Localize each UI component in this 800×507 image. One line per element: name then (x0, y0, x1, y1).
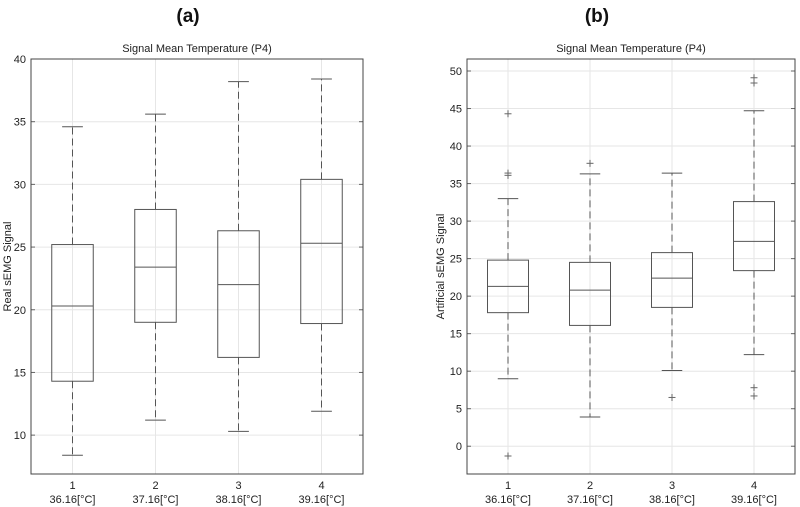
y-tick-label: 10 (14, 430, 26, 442)
iqr-box (134, 208, 177, 323)
x-tick-sublabel: 38.16[°C] (649, 494, 695, 506)
y-tick-label: 20 (450, 291, 462, 303)
outlier-marker (504, 110, 512, 118)
x-tick-sublabel: 38.16[°C] (216, 494, 262, 506)
box-4 (300, 78, 343, 412)
x-tick-sublabel: 37.16[°C] (567, 494, 613, 506)
x-tick-sublabel: 39.16[°C] (731, 494, 777, 506)
x-tick-sublabel: 36.16[°C] (485, 494, 531, 506)
y-axis-label: Artificial sEMG Signal (435, 214, 447, 320)
iqr-box (651, 252, 693, 308)
y-tick-label: 50 (450, 66, 462, 78)
outlier-marker (750, 384, 758, 392)
panel-label: (a) (176, 6, 199, 27)
outlier-marker (504, 452, 512, 460)
x-tick-label: 4 (751, 480, 757, 492)
iqr-box (569, 261, 611, 326)
y-tick-label: 25 (14, 242, 26, 254)
y-tick-label: 35 (450, 179, 462, 191)
box-1 (487, 110, 529, 460)
x-tick-sublabel: 36.16[°C] (50, 494, 96, 506)
y-tick-label: 25 (450, 254, 462, 266)
panel-label: (b) (585, 6, 609, 27)
x-tick-label: 4 (318, 480, 324, 492)
panel-b: (b) Signal Mean Temperature (P4) Artificia… (435, 6, 796, 506)
box-2 (134, 113, 177, 421)
outlier-marker (504, 169, 512, 177)
box-4 (733, 74, 775, 400)
y-tick-label: 40 (14, 54, 26, 66)
y-tick-label: 5 (456, 404, 462, 416)
box-1 (51, 126, 94, 456)
axes-frame (466, 58, 796, 475)
x-tick-label: 3 (669, 480, 675, 492)
box-3 (217, 81, 260, 432)
y-tick-label: 30 (450, 216, 462, 228)
x-tick-sublabel: 37.16[°C] (133, 494, 179, 506)
x-tick-label: 2 (152, 480, 158, 492)
x-tick-label: 2 (587, 480, 593, 492)
x-tick-label: 1 (69, 480, 75, 492)
axes-frame (30, 58, 364, 475)
box-3 (651, 172, 693, 401)
outlier-marker (750, 74, 758, 82)
outlier-marker (668, 393, 676, 401)
y-tick-label: 10 (450, 366, 462, 378)
x-tick-label: 1 (505, 480, 511, 492)
y-tick-label: 45 (450, 104, 462, 116)
outlier-marker (750, 392, 758, 400)
y-tick-label: 15 (14, 367, 26, 379)
iqr-box (217, 230, 260, 358)
y-tick-label: 15 (450, 329, 462, 341)
x-tick-label: 3 (235, 480, 241, 492)
iqr-box (733, 201, 775, 272)
iqr-box (51, 244, 94, 382)
iqr-box (300, 178, 343, 325)
box-2 (569, 159, 611, 418)
panel-a: (a) Signal Mean Temperature (P4) Real sEMG… (2, 6, 364, 506)
x-tick-sublabel: 39.16[°C] (299, 494, 345, 506)
chart-title: Signal Mean Temperature (P4) (122, 43, 272, 55)
y-tick-label: 20 (14, 305, 26, 317)
y-tick-label: 40 (450, 141, 462, 153)
outlier-marker (586, 159, 594, 167)
chart-title: Signal Mean Temperature (P4) (556, 43, 706, 55)
y-tick-label: 0 (456, 441, 462, 453)
y-axis-label: Real sEMG Signal (2, 222, 14, 312)
y-tick-label: 30 (14, 179, 26, 191)
y-tick-label: 35 (14, 117, 26, 129)
